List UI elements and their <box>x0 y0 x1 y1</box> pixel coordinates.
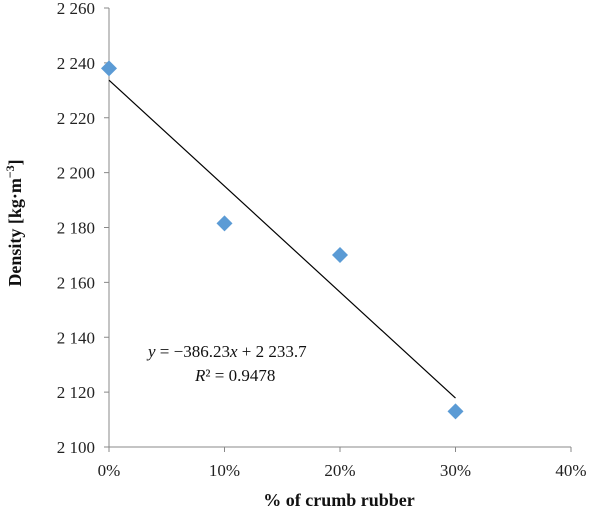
x-tick-label: 0% <box>98 461 121 480</box>
x-tick-label: 40% <box>555 461 586 480</box>
data-point <box>216 215 233 232</box>
r-squared-label: R² = 0.9478 <box>194 366 275 385</box>
trendline <box>108 79 456 399</box>
y-tick-label: 2 140 <box>57 328 95 347</box>
y-tick-label: 2 220 <box>57 109 95 128</box>
y-tick-label: 2 200 <box>57 164 95 183</box>
x-tick-label: 20% <box>324 461 355 480</box>
y-tick-label: 2 260 <box>57 0 95 18</box>
y-tick-label: 2 240 <box>57 54 95 73</box>
x-axis-title: % of crumb rubber <box>263 490 415 509</box>
y-tick-label: 2 160 <box>57 273 95 292</box>
equation-label: y = −386.23x + 2 233.7 <box>146 342 307 361</box>
data-point <box>332 246 348 263</box>
y-tick-label: 2 120 <box>57 383 95 402</box>
x-tick-label: 10% <box>209 461 240 480</box>
x-tick-label: 30% <box>440 461 471 480</box>
y-axis-title: Density [kg·m−3] <box>3 159 25 286</box>
y-tick-label: 2 100 <box>57 438 95 457</box>
y-tick-label: 2 180 <box>57 219 95 238</box>
data-point <box>101 60 117 77</box>
data-point <box>447 403 464 420</box>
